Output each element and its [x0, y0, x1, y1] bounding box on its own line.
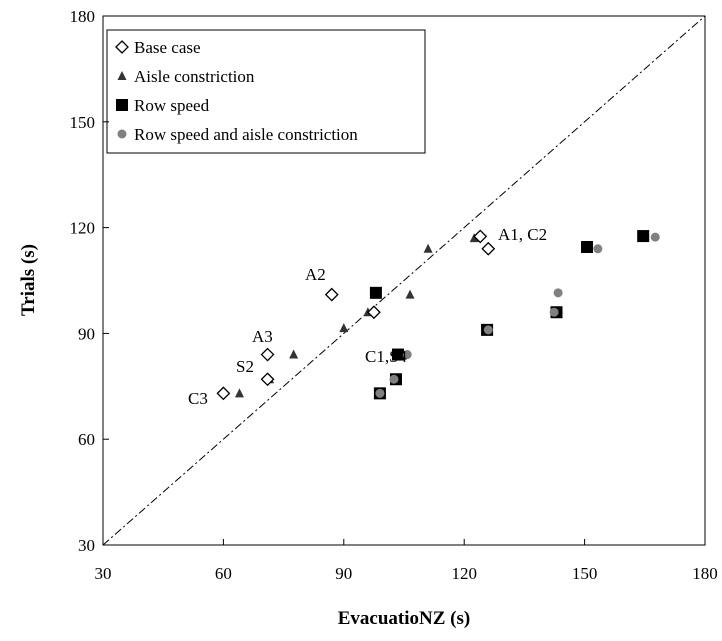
reference-line — [102, 15, 706, 546]
y-tick-label: 90 — [78, 324, 95, 343]
point — [389, 374, 399, 384]
point — [481, 241, 496, 256]
point — [469, 233, 479, 243]
legend-marker — [117, 129, 127, 139]
point — [405, 289, 415, 299]
point — [339, 323, 349, 333]
point — [260, 372, 275, 387]
point — [593, 244, 603, 254]
legend-label: Base case — [134, 38, 201, 57]
point — [483, 325, 493, 335]
point — [637, 230, 650, 243]
plot-frame — [102, 15, 706, 546]
point — [289, 349, 299, 359]
annotation: S2 — [236, 357, 254, 376]
legend-label: Row speed and aisle constriction — [134, 125, 358, 144]
legend-label: Row speed — [134, 96, 210, 115]
legend-marker — [115, 40, 129, 54]
y-tick-label: 150 — [70, 113, 96, 132]
point — [324, 287, 339, 302]
point — [366, 305, 381, 320]
y-tick-label: 60 — [78, 430, 95, 449]
point — [402, 350, 412, 360]
annotation: A1, C2 — [498, 225, 547, 244]
annotation: A3 — [252, 327, 273, 346]
x-tick-label: 150 — [572, 564, 598, 583]
legend-label: Aisle constriction — [134, 67, 255, 86]
point — [391, 348, 404, 361]
x-tick-label: 180 — [692, 564, 718, 583]
x-tick-label: 120 — [451, 564, 477, 583]
annotation: C1,S4 — [365, 347, 408, 366]
y-tick-label: 120 — [70, 219, 96, 238]
point — [473, 229, 488, 244]
x-tick-label: 30 — [95, 564, 112, 583]
point — [234, 388, 244, 398]
point — [260, 347, 275, 362]
legend-box — [106, 29, 426, 154]
legend-marker — [116, 99, 128, 111]
annotation: A2 — [305, 265, 326, 284]
annotation: C3 — [188, 389, 208, 408]
y-axis-label: Trials (s) — [18, 244, 39, 316]
y-tick-label: 180 — [70, 7, 96, 26]
point — [216, 386, 231, 401]
point — [650, 232, 660, 242]
y-tick-label: 30 — [78, 536, 95, 555]
point — [581, 240, 594, 253]
x-tick-label: 60 — [215, 564, 232, 583]
legend-marker — [117, 71, 127, 80]
point — [549, 307, 559, 317]
x-axis-label: EvacuatioNZ (s) — [338, 608, 470, 629]
x-tick-label: 90 — [335, 564, 352, 583]
point — [369, 286, 382, 299]
point — [553, 288, 563, 298]
point — [423, 243, 433, 253]
point — [375, 388, 385, 398]
